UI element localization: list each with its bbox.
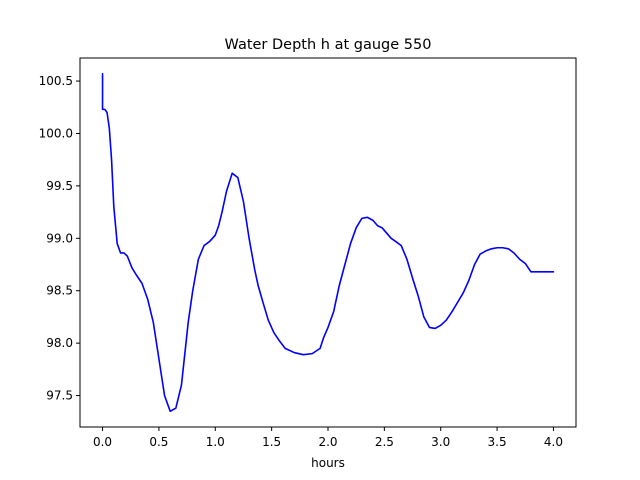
- x-tick-label: 2.5: [375, 435, 394, 449]
- x-tick-label: 3.0: [431, 435, 450, 449]
- x-tick-label: 0.5: [149, 435, 168, 449]
- x-tick-label: 4.0: [544, 435, 563, 449]
- x-tick-label: 2.0: [318, 435, 337, 449]
- x-tick-label: 1.0: [206, 435, 225, 449]
- y-tick-label: 99.0: [46, 231, 73, 245]
- x-tick-label: 3.5: [488, 435, 507, 449]
- series-layer: [101, 72, 555, 413]
- x-tick-label: 1.5: [262, 435, 281, 449]
- y-tick-label: 98.0: [46, 336, 73, 350]
- y-tick-label: 98.5: [46, 284, 73, 298]
- chart-title: Water Depth h at gauge 550: [225, 37, 432, 53]
- y-tick-label: 100.5: [39, 74, 73, 88]
- x-tick-label: 0.0: [93, 435, 112, 449]
- series-line-0: [101, 72, 555, 413]
- x-axis-label: hours: [311, 456, 345, 470]
- y-tick-label: 100.0: [39, 126, 73, 140]
- y-tick-label: 99.5: [46, 179, 73, 193]
- y-tick-label: 97.5: [46, 389, 73, 403]
- x-axis: 0.0 0.5 1.0 1.5 2.0 2.5 3.0 3.5 4.0: [93, 427, 563, 449]
- y-axis: 97.5 98.0 98.5 99.0 99.5 100.0 100.5: [39, 74, 80, 403]
